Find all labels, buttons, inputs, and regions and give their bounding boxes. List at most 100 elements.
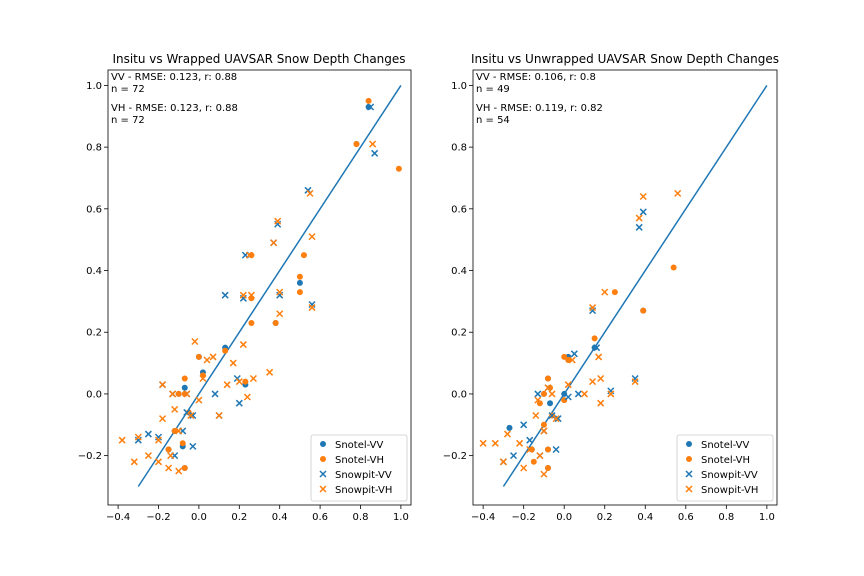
x-tick-label: −0.4	[471, 512, 495, 523]
plot-frame	[472, 69, 778, 506]
y-tick-label: 0.0	[86, 389, 102, 400]
snotel-vh-point	[175, 390, 182, 397]
legend: Snotel-VV Snotel-VH Snowpit-VV Snowpit-VH	[676, 434, 774, 502]
snowpit-vh-point	[235, 378, 243, 386]
x-tick-label: 1.0	[759, 512, 775, 523]
snotel-vh-point	[591, 335, 598, 342]
vh-stats-text: VH - RMSE: 0.119, r: 0.82	[476, 103, 603, 114]
snotel-vh-point	[181, 464, 188, 471]
snowpit-vh-point	[215, 412, 223, 420]
snowpit-vh-point	[134, 433, 142, 441]
legend-marker	[320, 456, 326, 462]
snowpit-vh-point	[171, 405, 179, 413]
snowpit-vv-point	[534, 390, 542, 398]
snowpit-vv-point	[510, 452, 518, 460]
snowpit-vh-point	[516, 439, 524, 447]
snotel-vh-point	[670, 264, 677, 271]
snowpit-vh-point	[209, 353, 217, 361]
x-tick-label: 1.0	[393, 512, 409, 523]
chart-title: Insitu vs Unwrapped UAVSAR Snow Depth Ch…	[471, 52, 779, 66]
snowpit-vh-point	[195, 396, 203, 404]
snowpit-vv-point	[554, 415, 562, 423]
snowpit-vh-point	[639, 192, 647, 201]
snowpit-vh-point	[203, 356, 211, 364]
snowpit-vh-point	[175, 427, 183, 435]
snowpit-vv-point	[526, 436, 534, 444]
y-tick-label: 0.4	[86, 266, 102, 277]
x-tick-label: 0.0	[191, 512, 207, 523]
snowpit-vv-point	[144, 430, 152, 438]
snowpit-vh-point	[245, 251, 253, 259]
snowpit-vh-point	[503, 430, 511, 438]
snowpit-vh-point	[635, 214, 643, 222]
snowpit-vh-point	[568, 356, 576, 364]
snotel-vh-point	[300, 252, 307, 259]
snowpit-vh-point	[154, 458, 163, 466]
legend-box	[676, 434, 774, 502]
snowpit-vh-point	[249, 374, 257, 383]
x-tick-label: 0.8	[718, 512, 734, 523]
snowpit-vh-point	[276, 288, 284, 296]
snowpit-vh-point	[597, 374, 605, 383]
snowpit-vh-point	[191, 337, 199, 346]
snowpit-vh-point	[534, 396, 542, 404]
stats-annotations: VV - RMSE: 0.123, r: 0.88 n = 72 VH - RM…	[111, 72, 238, 126]
snowpit-vv-point	[570, 350, 578, 358]
snowpit-vh-point	[674, 189, 682, 197]
legend-item: Snowpit-VH	[685, 485, 758, 496]
legend: Snotel-VV Snotel-VH Snowpit-VV Snowpit-VH	[310, 434, 408, 502]
snotel-vh-point	[395, 165, 402, 172]
snowpit-vh-point	[631, 378, 639, 386]
snotel-vh-point	[540, 421, 547, 428]
snotel-vh-point	[296, 289, 303, 296]
legend-label: Snowpit-VH	[335, 485, 392, 496]
snowpit-vh-point	[548, 390, 556, 398]
legend-label: Snowpit-VH	[701, 485, 758, 496]
snotel-vv-point	[181, 384, 188, 391]
snowpit-vh-point	[479, 439, 487, 447]
y-tick-label: 0.6	[451, 204, 467, 215]
x-tick-label: −0.4	[106, 512, 130, 523]
snowpit-vh-point	[144, 452, 152, 460]
one-to-one-line	[502, 85, 768, 487]
legend-marker	[685, 470, 693, 478]
snowpit-vh-point	[167, 452, 175, 460]
legend-marker	[320, 441, 326, 447]
snotel-vh-point	[165, 446, 172, 453]
snowpit-vv-point	[552, 445, 560, 453]
snotel-vh-point	[530, 458, 537, 465]
snowpit-vh-point	[154, 436, 163, 444]
one-to-one-line	[137, 85, 402, 487]
vv-stats-text: VV - RMSE: 0.123, r: 0.88	[111, 72, 237, 83]
snowpit-vv-point	[233, 374, 241, 383]
snowpit-vh-point	[589, 304, 597, 312]
snowpit-vv-point	[639, 208, 647, 216]
snowpit-vv-point	[371, 149, 379, 157]
vv-stats-text: VV - RMSE: 0.106, r: 0.8	[476, 72, 596, 83]
snowpit-vv-point	[221, 291, 229, 299]
legend-marker	[686, 456, 692, 462]
legend-item: Snotel-VV	[320, 440, 384, 451]
y-tick-label: 1.0	[86, 81, 102, 92]
snowpit-vh-point	[308, 304, 316, 312]
legend-label: Snotel-VH	[701, 455, 750, 466]
snowpit-vh-point	[187, 412, 195, 420]
legend-marker	[319, 470, 327, 478]
snowpit-vh-point	[308, 233, 316, 241]
unwrapped-scatter-plot: Insitu vs Unwrapped UAVSAR Snow Depth Ch…	[443, 52, 779, 523]
snowpit-vh-point	[544, 384, 552, 392]
vv-count-text: n = 72	[111, 84, 145, 95]
snowpit-vh-point	[247, 291, 255, 299]
snowpit-vh-point	[223, 381, 231, 389]
snowpit-vh-point	[274, 217, 282, 225]
scatter-points	[118, 97, 402, 475]
snotel-vv-point	[506, 424, 513, 431]
snotel-vh-point	[611, 289, 618, 296]
snowpit-vh-point	[118, 436, 126, 444]
snowpit-vh-point	[532, 412, 540, 420]
snowpit-vh-point	[175, 467, 183, 475]
snowpit-vh-point	[595, 353, 603, 361]
y-tick-label: 0.0	[451, 389, 467, 400]
snowpit-vh-point	[552, 415, 560, 423]
